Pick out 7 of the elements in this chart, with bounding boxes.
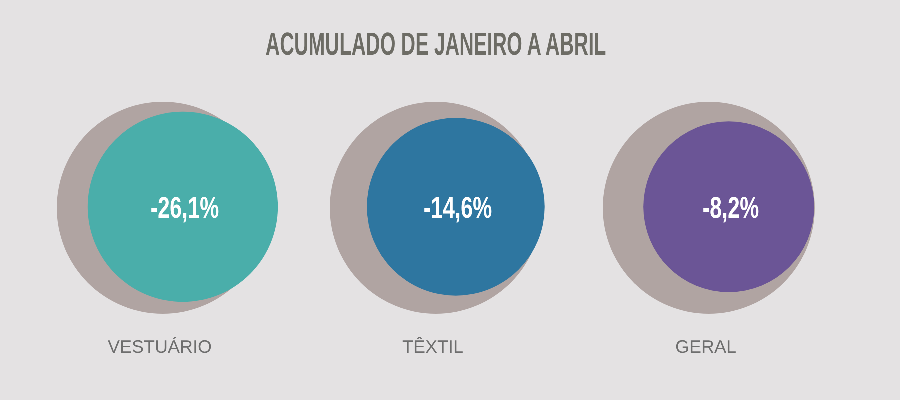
text: ACUMULADO DE JANEIRO A ABRIL <box>266 26 606 62</box>
category-label: GERAL <box>675 337 737 357</box>
data-label: -14,6% <box>424 190 492 225</box>
data-label: -26,1% <box>150 190 220 225</box>
category-label: VESTUÁRIO <box>108 337 212 357</box>
category-label: TÊXTIL <box>402 337 464 357</box>
data-label: -8,2% <box>702 190 760 225</box>
